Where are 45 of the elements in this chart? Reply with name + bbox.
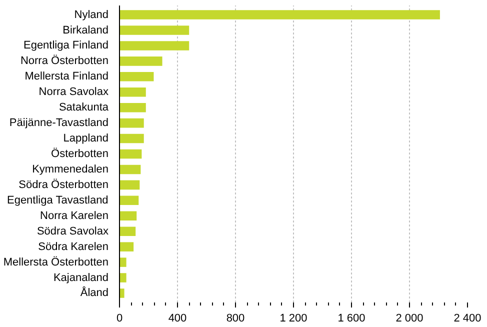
x-tick-label: 0 bbox=[116, 312, 123, 324]
bar bbox=[120, 288, 124, 298]
x-tick-label: 2 000 bbox=[396, 312, 424, 324]
y-tick-label: Satakunta bbox=[58, 102, 110, 114]
bar bbox=[120, 180, 140, 190]
y-tick-label: Lappland bbox=[63, 132, 109, 145]
y-tick-label: Österbotten bbox=[51, 147, 109, 160]
bar bbox=[120, 273, 126, 282]
y-tick-label: Kajanaland bbox=[53, 272, 109, 284]
bar bbox=[120, 87, 146, 97]
bar bbox=[120, 10, 440, 20]
x-tick-label: 1 600 bbox=[338, 312, 366, 324]
y-tick-label: Egentliga Tavastland bbox=[6, 194, 108, 206]
bar bbox=[120, 226, 136, 236]
bar bbox=[120, 41, 190, 50]
bar bbox=[120, 72, 154, 82]
bar bbox=[120, 118, 144, 128]
y-tick-label: Birkaland bbox=[62, 24, 108, 36]
y-tick-label: Norra Österbotten bbox=[20, 54, 109, 68]
y-tick-label: Egentliga Finland bbox=[23, 40, 109, 52]
y-tick-label: Södra Karelen bbox=[38, 240, 109, 253]
y-tick-label: Södra Savolax bbox=[36, 225, 109, 238]
y-tick-label: Södra Österbotten bbox=[18, 178, 109, 191]
y-tick-label: Päijänne-Tavastland bbox=[9, 117, 109, 130]
x-tick-label: 800 bbox=[226, 312, 245, 324]
y-tick-label: Mellersta Österbotten bbox=[3, 255, 108, 268]
y-tick-label: Norra Savolax bbox=[38, 86, 109, 98]
x-tick-label: 400 bbox=[168, 312, 187, 324]
bar bbox=[120, 56, 162, 66]
bar bbox=[120, 149, 142, 159]
y-tick-label: Åland bbox=[80, 286, 109, 300]
bar bbox=[120, 196, 139, 206]
bar bbox=[120, 134, 144, 144]
bar bbox=[120, 102, 146, 112]
y-tick-label: Norra Karelen bbox=[40, 210, 109, 222]
bar bbox=[120, 258, 126, 267]
y-tick-label: Mellersta Finland bbox=[24, 70, 109, 83]
bar bbox=[120, 211, 137, 221]
bar bbox=[120, 164, 141, 174]
y-tick-label: Nyland bbox=[74, 8, 109, 21]
y-tick-label: Kymmenedalen bbox=[32, 163, 109, 176]
bar bbox=[120, 26, 190, 35]
x-tick-label: 1 200 bbox=[280, 312, 308, 324]
bar bbox=[120, 242, 134, 252]
x-tick-label: 2 400 bbox=[454, 312, 482, 324]
